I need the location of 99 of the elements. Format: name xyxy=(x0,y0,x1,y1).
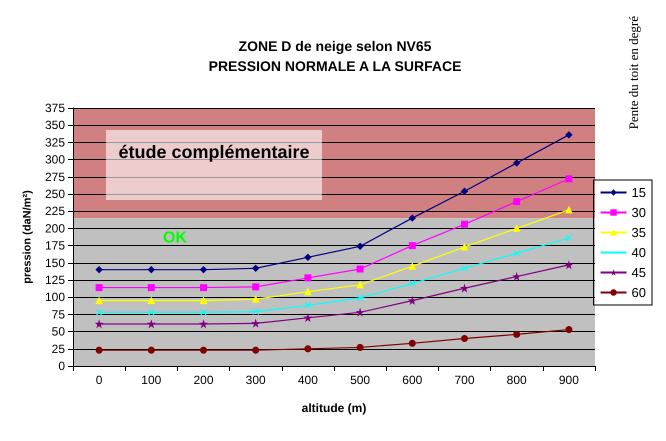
point xyxy=(304,288,312,296)
point xyxy=(356,281,364,288)
legend-label: 40 xyxy=(632,245,646,260)
point xyxy=(408,214,416,222)
point xyxy=(513,224,520,232)
point xyxy=(461,243,468,250)
y-tick-label: 100 xyxy=(44,290,66,304)
point xyxy=(565,234,572,242)
y-tick-label: 325 xyxy=(44,135,66,150)
point xyxy=(461,220,468,228)
point xyxy=(200,297,207,304)
y-tick-label: 25 xyxy=(52,342,66,356)
y-tick-label: 225 xyxy=(44,204,66,218)
point xyxy=(304,274,312,282)
x-tick-label: 0 xyxy=(96,373,103,387)
legend-label: 30 xyxy=(632,205,646,220)
chart-title: ZONE D de neige selon NV65 xyxy=(238,38,432,54)
y-tick-label: 300 xyxy=(44,152,66,167)
point xyxy=(200,266,207,274)
chart-subtitle: PRESSION NORMALE A LA SURFACE xyxy=(208,58,462,74)
y-tick-label: 375 xyxy=(44,101,66,115)
legend-label: 15 xyxy=(632,185,646,200)
point xyxy=(96,297,103,304)
y-tick-label: 75 xyxy=(52,307,66,322)
point xyxy=(148,346,155,354)
x-tick-label: 800 xyxy=(506,373,528,387)
point xyxy=(304,314,312,322)
point xyxy=(356,344,364,351)
point xyxy=(200,284,207,292)
point xyxy=(408,340,416,347)
point xyxy=(252,296,260,303)
point xyxy=(96,284,103,292)
x-tick-label: 600 xyxy=(402,373,423,387)
x-tick-label: 700 xyxy=(454,373,475,387)
point xyxy=(513,198,520,206)
x-tick-label: 300 xyxy=(246,373,266,387)
band-label: étude complémentaire xyxy=(117,141,311,164)
x-tick-label: 900 xyxy=(558,373,580,387)
point xyxy=(96,266,103,274)
y-axis-title: pression (daN/m²) xyxy=(22,190,34,284)
point xyxy=(252,346,260,354)
x-tick-label: 100 xyxy=(141,373,162,387)
point xyxy=(252,320,260,327)
y-tick-label: 275 xyxy=(44,170,66,184)
point xyxy=(304,345,312,352)
point xyxy=(513,330,520,338)
point xyxy=(565,131,572,138)
point xyxy=(356,294,364,302)
point xyxy=(96,346,103,354)
point xyxy=(304,254,312,261)
band-label: OK xyxy=(163,230,188,247)
point xyxy=(513,273,520,280)
point xyxy=(148,284,155,292)
point xyxy=(513,160,520,167)
point xyxy=(408,262,416,270)
point xyxy=(461,264,468,272)
legend-title: Pente du toit en degré xyxy=(626,16,641,130)
point xyxy=(356,308,364,316)
x-axis-title: altitude (m) xyxy=(302,401,366,415)
point xyxy=(356,265,364,272)
point xyxy=(356,242,364,250)
point xyxy=(96,308,103,316)
point xyxy=(461,284,468,292)
point xyxy=(461,188,468,195)
x-tick-label: 400 xyxy=(298,373,318,387)
point xyxy=(461,334,468,342)
point xyxy=(565,261,572,268)
point xyxy=(565,326,572,334)
y-tick-label: 200 xyxy=(44,221,66,236)
point xyxy=(96,320,103,328)
legend-label: 35 xyxy=(632,225,646,240)
point xyxy=(513,250,520,257)
point xyxy=(200,320,207,328)
y-tick-label: 125 xyxy=(44,273,66,287)
point xyxy=(408,280,416,287)
point xyxy=(565,206,572,214)
x-tick-label: 200 xyxy=(193,373,214,387)
point xyxy=(408,297,416,304)
point xyxy=(565,175,572,182)
y-tick-label: 350 xyxy=(44,118,66,132)
point xyxy=(252,283,260,290)
point xyxy=(252,308,260,316)
point xyxy=(408,242,416,250)
x-tick-label: 500 xyxy=(350,373,370,387)
point xyxy=(148,266,155,274)
y-tick-label: 175 xyxy=(44,238,66,253)
point xyxy=(148,308,155,316)
point xyxy=(200,308,207,316)
point xyxy=(304,302,312,309)
y-tick-label: 50 xyxy=(52,324,66,339)
point xyxy=(252,264,260,272)
legend-label: 60 xyxy=(632,285,646,300)
y-tick-label: 0 xyxy=(58,359,66,373)
point xyxy=(200,346,207,354)
y-tick-label: 250 xyxy=(44,187,66,201)
point xyxy=(148,320,155,328)
y-tick-label: 150 xyxy=(44,256,66,270)
legend-label: 45 xyxy=(632,265,646,280)
point xyxy=(148,297,155,304)
